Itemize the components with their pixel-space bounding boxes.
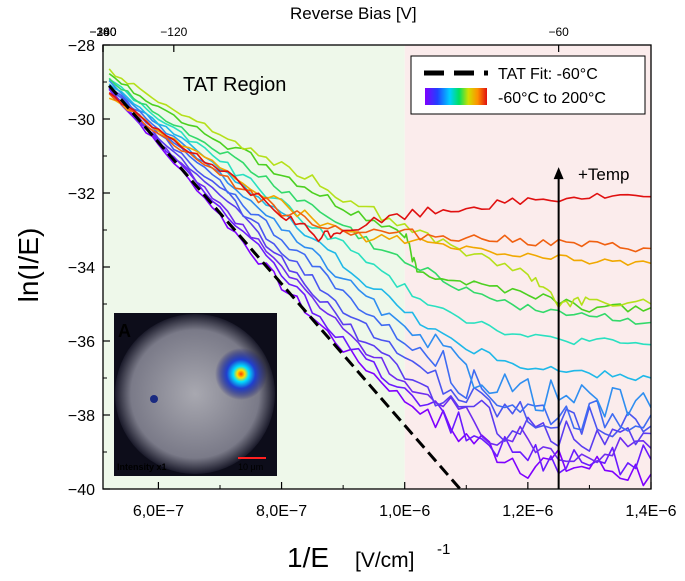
inset-image: A Intensity x1 10 μm [114,313,277,476]
inset-hotspot [215,348,267,400]
top-tick-label-3: −120 [160,25,187,39]
x-tick-label-1: 8,0E−7 [256,503,307,520]
y-tick-label-4: −32 [68,186,95,203]
series-line-11 [108,68,651,309]
top-axis: −300−240−180 −120 −60 [89,25,569,52]
legend-gradient-label: -60°C to 200°C [498,90,606,107]
inset-scale-label: 10 μm [238,462,263,472]
y-tick-label-5: −30 [68,112,95,129]
y-tick-label-0: −40 [68,482,95,499]
y-axis: −40 −38 −36 −34 −32 −30 −28 [68,38,110,499]
top-tick-label-0: −300 [89,25,116,39]
x-axis-title: 1/E [V/cm] -1 [287,541,450,573]
legend-fit-label: TAT Fit: -60°C [498,66,598,83]
top-tick-label-4: −60 [548,25,569,39]
tat-region-label: TAT Region [183,74,286,96]
series-line-10 [108,72,651,313]
series-line-14 [108,91,651,243]
x-axis-title-exp: -1 [437,541,450,558]
temp-arrow-label: +Temp [578,165,630,184]
y-tick-label-1: −38 [68,408,95,425]
inset-caption: Intensity x1 [117,462,167,472]
top-axis-title: Reverse Bias [V] [290,4,417,23]
x-tick-label-4: 1,4E−6 [625,503,676,520]
temp-arrow-head [553,167,564,180]
inset-defect [150,395,158,403]
x-tick-label-0: 6,0E−7 [133,503,184,520]
x-axis-title-main: 1/E [287,542,329,573]
top-tick-label-1: −240 [89,25,116,39]
x-axis: 6,0E−7 8,0E−7 1,0E−6 1,2E−6 1,4E−6 [133,482,677,520]
x-tick-label-3: 1,2E−6 [502,503,553,520]
legend-gradient-swatch [425,88,487,105]
inset-panel-label: A [118,321,131,341]
temp-arrow-group [553,167,564,489]
top-tick-label-2: −180 [89,25,116,39]
x-axis-title-unit: [V/cm] [355,549,415,572]
y-axis-title: ln(I/E) [13,228,44,303]
legend: TAT Fit: -60°C -60°C to 200°C [410,55,646,115]
x-tick-label-2: 1,0E−6 [379,503,430,520]
y-tick-label-3: −34 [68,260,95,277]
y-tick-label-6: −28 [68,38,95,55]
y-tick-label-2: −36 [68,334,95,351]
